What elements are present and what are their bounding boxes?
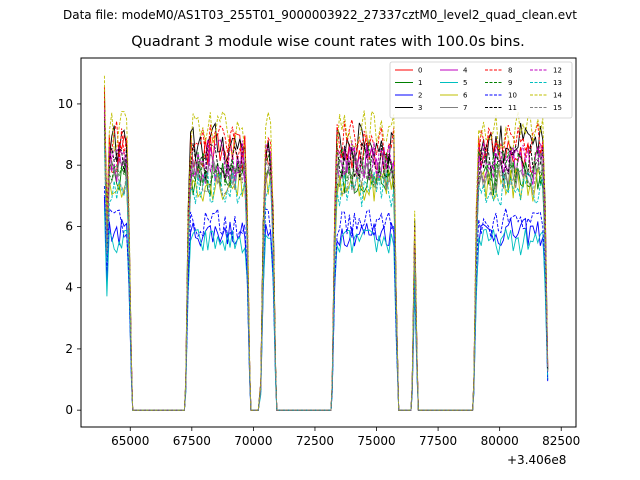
x-tick-label: 80000 xyxy=(481,434,519,448)
legend-label-8: 8 xyxy=(508,67,512,75)
legend-label-15: 15 xyxy=(553,104,562,112)
plot-frame xyxy=(80,57,577,428)
legend-label-2: 2 xyxy=(418,92,422,100)
x-tick-label: 72500 xyxy=(296,434,334,448)
series-line-3 xyxy=(103,90,549,411)
legend-label-13: 13 xyxy=(553,79,562,87)
y-tick-label: 10 xyxy=(58,97,73,111)
legend-label-10: 10 xyxy=(508,92,517,100)
x-tick-label: 77500 xyxy=(419,434,457,448)
y-tick-label: 8 xyxy=(65,158,73,172)
series-lines xyxy=(103,75,549,411)
x-tick-label: 82500 xyxy=(542,434,580,448)
data-file-caption: Data file: modeM0/AS1T03_255T01_90000039… xyxy=(63,8,577,22)
y-tick-label: 2 xyxy=(65,342,73,356)
series-line-10 xyxy=(103,185,549,411)
x-axis-offset-label: +3.406e8 xyxy=(507,453,567,467)
x-tick-label: 65000 xyxy=(111,434,149,448)
x-tick-label: 75000 xyxy=(357,434,395,448)
legend-label-4: 4 xyxy=(463,67,468,75)
legend-box xyxy=(389,61,573,119)
series-line-15 xyxy=(103,130,549,411)
legend-label-0: 0 xyxy=(418,67,422,75)
legend-label-7: 7 xyxy=(463,104,467,112)
chart-title: Quadrant 3 module wise count rates with … xyxy=(131,34,525,50)
series-line-6 xyxy=(103,138,549,411)
x-tick-label: 67500 xyxy=(173,434,211,448)
legend-label-1: 1 xyxy=(418,79,422,87)
series-line-4 xyxy=(103,116,549,411)
legend-label-12: 12 xyxy=(553,67,562,75)
legend-label-11: 11 xyxy=(508,104,517,112)
y-tick-label: 4 xyxy=(65,281,73,295)
legend-label-9: 9 xyxy=(508,79,512,87)
x-tick-label: 70000 xyxy=(234,434,272,448)
legend-label-5: 5 xyxy=(463,79,467,87)
series-line-5 xyxy=(103,207,549,411)
y-tick-label: 0 xyxy=(65,403,73,417)
legend-label-14: 14 xyxy=(553,92,562,100)
series-line-0 xyxy=(103,101,549,411)
x-axis: 65000 67500 70000 72500 75000 77500 80000 82500 xyxy=(111,427,580,448)
series-line-13 xyxy=(103,145,549,411)
y-axis: 0 2 4 6 8 10 xyxy=(58,97,81,417)
legend-label-3: 3 xyxy=(418,104,422,112)
series-line-11 xyxy=(103,112,549,411)
series-line-2 xyxy=(103,196,549,411)
legend-label-6: 6 xyxy=(463,92,468,100)
y-tick-label: 6 xyxy=(65,219,73,233)
